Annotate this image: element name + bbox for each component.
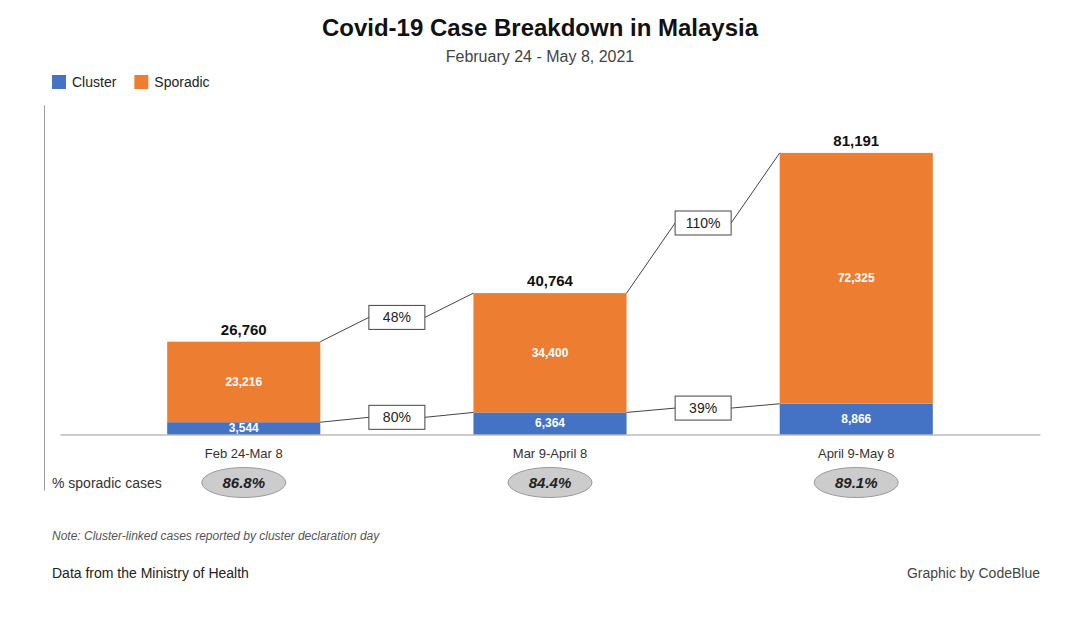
data-labels: 3,544 6,364 8,866 23,216 34,400 72,325 26,760 4… bbox=[221, 132, 879, 435]
growth-label: 80% bbox=[383, 409, 411, 425]
legend-item: Cluster bbox=[52, 74, 117, 90]
segment-label: 3,544 bbox=[229, 421, 259, 435]
growth-connector bbox=[731, 404, 780, 408]
credit: Graphic by CodeBlue bbox=[907, 565, 1040, 581]
share-label: 89.1% bbox=[835, 474, 878, 491]
bars bbox=[167, 153, 933, 435]
legend-swatch bbox=[52, 75, 66, 89]
bar-segment bbox=[167, 342, 320, 423]
share-label: 84.4% bbox=[529, 474, 572, 491]
bar-segment bbox=[780, 153, 933, 404]
growth-connector bbox=[731, 153, 780, 223]
bar-segment bbox=[473, 293, 626, 412]
x-tick: Feb 24-Mar 8 bbox=[205, 446, 283, 461]
segment-label: 6,364 bbox=[535, 416, 565, 430]
segment-label: 34,400 bbox=[532, 346, 569, 360]
share-row: % sporadic cases 86.8% 84.4% 89.1% bbox=[52, 468, 898, 498]
x-tick: Mar 9-April 8 bbox=[513, 446, 587, 461]
legend-label: Cluster bbox=[72, 74, 117, 90]
share-badge bbox=[814, 468, 898, 498]
growth-connector bbox=[627, 408, 676, 412]
growth-connector bbox=[627, 223, 676, 293]
bar-segment bbox=[780, 404, 933, 435]
total-label: 81,191 bbox=[833, 132, 879, 149]
x-tick-label: Mar 9-April 8 bbox=[513, 446, 587, 461]
x-axis: Feb 24-Mar 8 Mar 9-April 8 April 9-May 8 bbox=[61, 435, 1041, 461]
segment-label: 8,866 bbox=[841, 412, 871, 426]
bar-segment bbox=[473, 412, 626, 434]
legend-swatch bbox=[134, 75, 148, 89]
x-tick-label: Feb 24-Mar 8 bbox=[205, 446, 283, 461]
growth-label: 39% bbox=[689, 400, 717, 416]
share-row-label: % sporadic cases bbox=[52, 475, 162, 491]
segment-label: 23,216 bbox=[225, 375, 262, 389]
legend: Cluster Sporadic bbox=[52, 74, 210, 90]
growth-connector bbox=[425, 412, 474, 417]
growth-box bbox=[369, 405, 425, 429]
y-axis bbox=[44, 106, 45, 491]
growth-label: 110% bbox=[686, 215, 721, 231]
chart-svg: Covid-19 Case Breakdown in Malaysia Febru… bbox=[0, 0, 1080, 625]
total-label: 26,760 bbox=[221, 321, 267, 338]
x-tick-label: April 9-May 8 bbox=[818, 446, 895, 461]
growth-annotations: 80% 39% 48% 110% bbox=[320, 153, 779, 429]
growth-box bbox=[369, 305, 425, 329]
legend-item: Sporadic bbox=[134, 74, 209, 90]
growth-box bbox=[675, 396, 731, 420]
share-badge bbox=[202, 468, 286, 498]
growth-connector bbox=[425, 293, 474, 317]
total-label: 40,764 bbox=[527, 272, 574, 289]
growth-box bbox=[675, 211, 731, 235]
note: Note: Cluster-linked cases reported by c… bbox=[52, 529, 380, 543]
x-tick: April 9-May 8 bbox=[818, 446, 895, 461]
bar-segment bbox=[167, 422, 320, 434]
share-label: 86.8% bbox=[222, 474, 265, 491]
segment-label: 72,325 bbox=[838, 271, 875, 285]
growth-label: 48% bbox=[383, 309, 411, 325]
title: Covid-19 Case Breakdown in Malaysia bbox=[322, 14, 759, 41]
source: Data from the Ministry of Health bbox=[52, 565, 249, 581]
growth-connector bbox=[320, 417, 369, 422]
x-axis-line bbox=[61, 435, 1041, 436]
growth-connector bbox=[320, 317, 369, 341]
subtitle: February 24 - May 8, 2021 bbox=[446, 48, 635, 65]
legend-label: Sporadic bbox=[154, 74, 209, 90]
share-badge bbox=[508, 468, 592, 498]
y-axis-line bbox=[44, 106, 45, 491]
